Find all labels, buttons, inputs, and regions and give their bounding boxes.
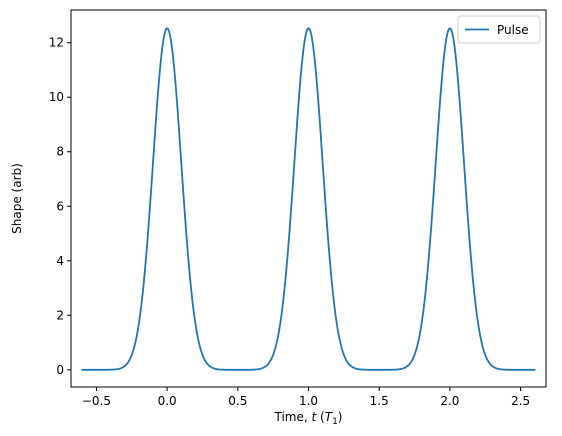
axes-frame	[70, 9, 547, 388]
y-tick-label: 6	[56, 199, 64, 213]
legend-label-pulse: Pulse	[497, 23, 529, 37]
y-axis-ticks: 0 2 4 6 8 10 12	[49, 36, 71, 377]
x-tick-label: 0.0	[158, 394, 177, 408]
y-tick-label: 4	[56, 254, 64, 268]
legend: Pulse	[457, 15, 541, 44]
y-tick-label: 8	[56, 145, 64, 159]
y-tick-label: 0	[56, 363, 64, 377]
x-axis-label: Time, t (T1)	[274, 410, 343, 427]
y-tick-label: 10	[49, 90, 64, 104]
x-tick-label: 1.0	[299, 394, 318, 408]
x-axis-ticks: −0.5 0.0 0.5 1.0 1.5 2.0 2.5	[82, 387, 530, 408]
x-tick-label: −0.5	[82, 394, 111, 408]
legend-box	[457, 15, 541, 44]
series-line-pulse	[81, 27, 536, 371]
x-tick-label: 2.0	[440, 394, 459, 408]
x-tick-label: 0.5	[228, 394, 247, 408]
x-tick-label: 2.5	[511, 394, 530, 408]
plot-area	[70, 9, 547, 388]
y-tick-label: 2	[56, 308, 64, 322]
y-axis-label: Shape (arb)	[10, 163, 24, 234]
x-tick-label: 1.5	[370, 394, 389, 408]
y-tick-label: 12	[49, 36, 64, 50]
